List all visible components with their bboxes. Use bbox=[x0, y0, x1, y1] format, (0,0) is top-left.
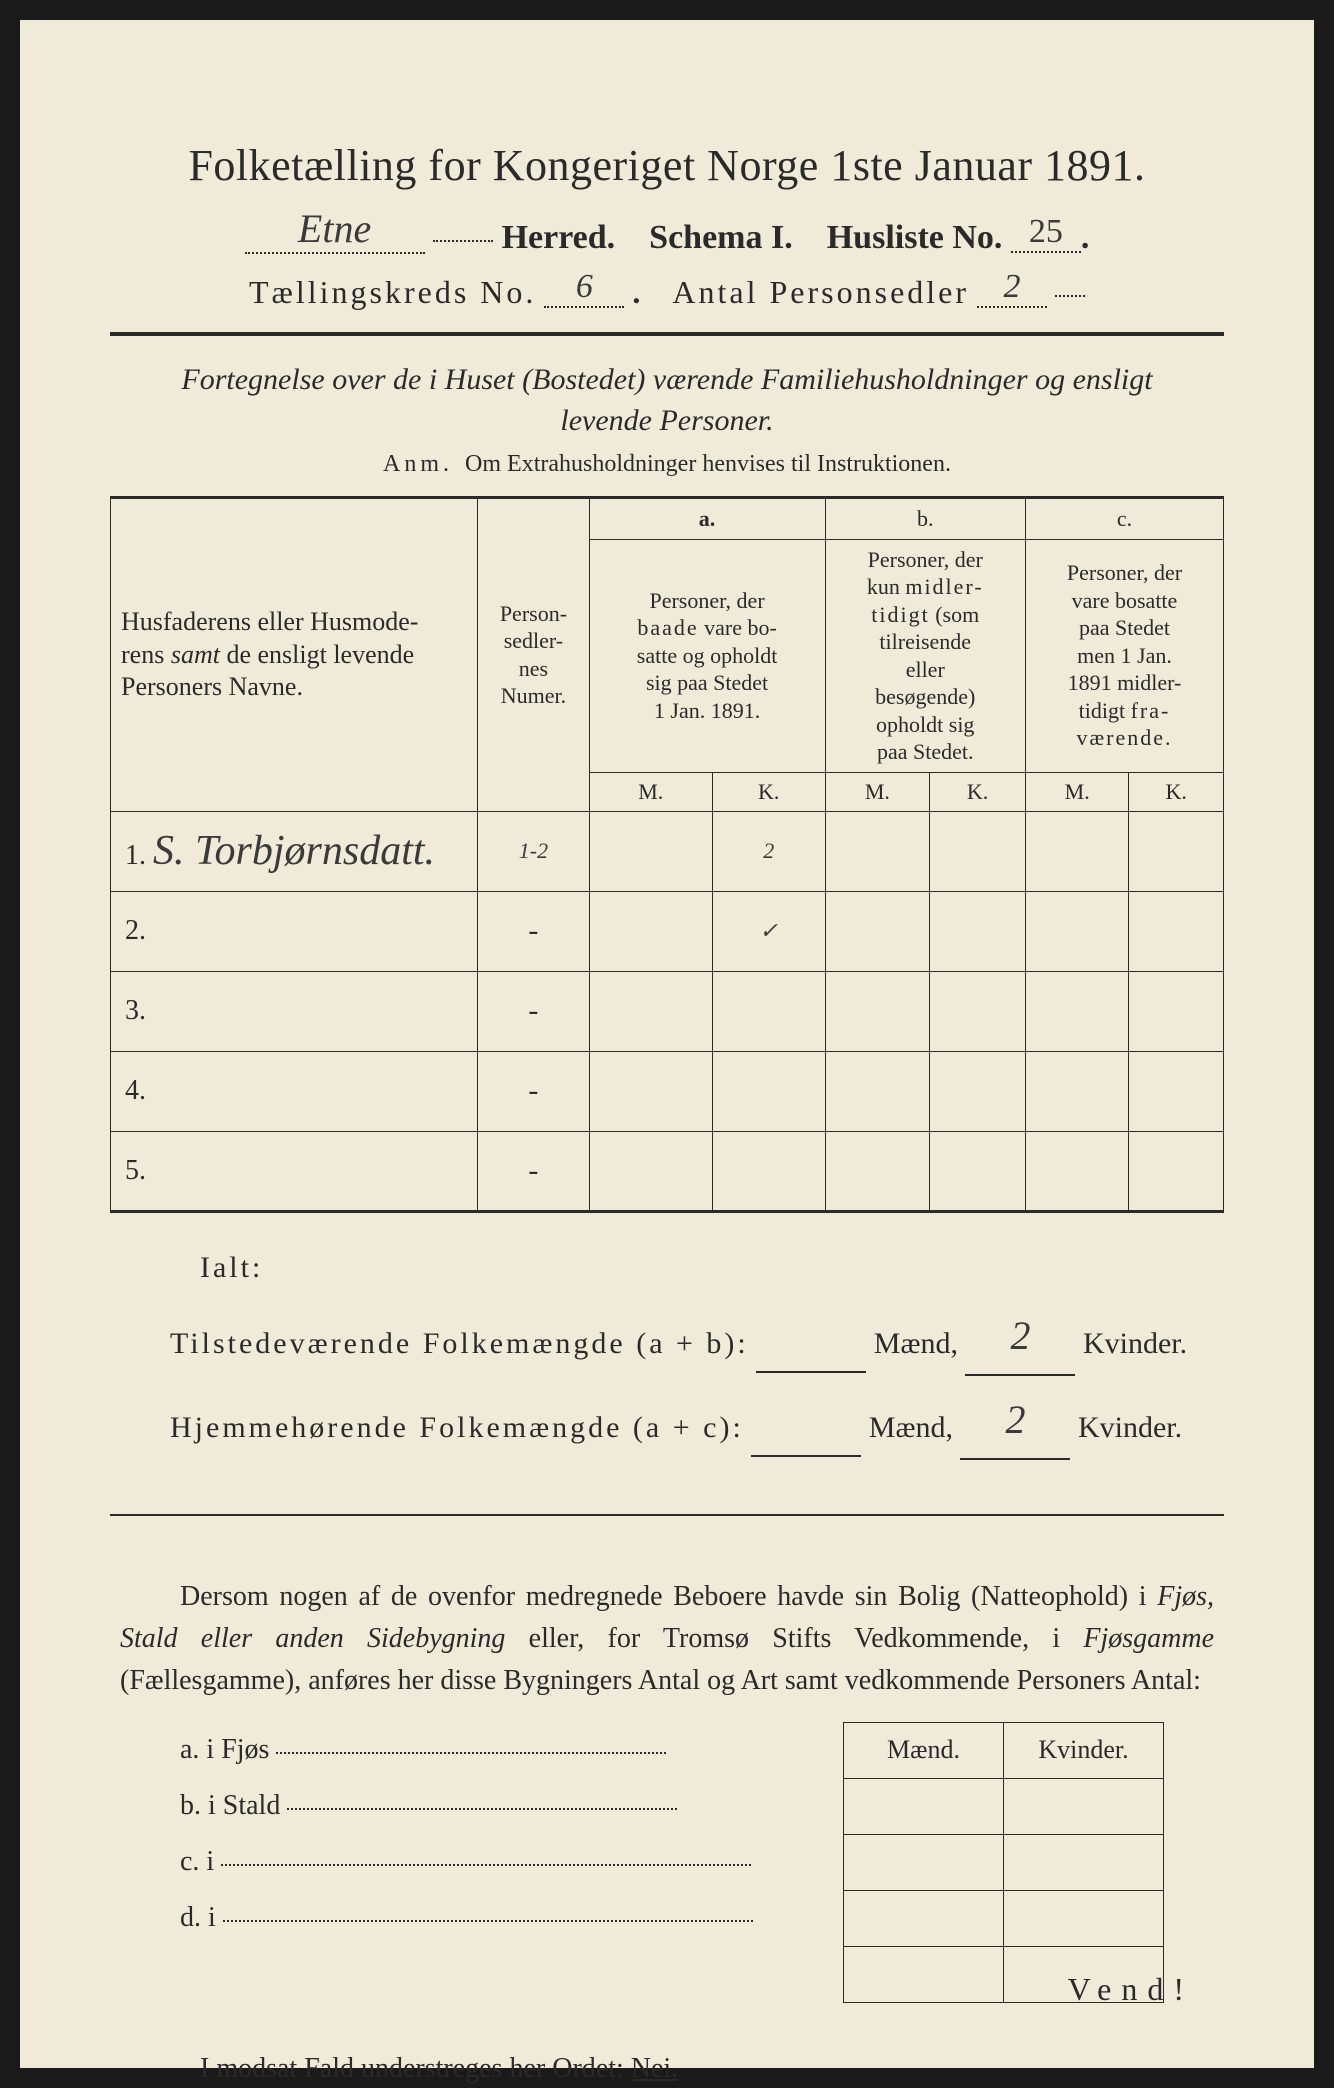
intro-description: Fortegnelse over de i Huset (Bostedet) v… bbox=[110, 360, 1224, 441]
table-row: 2. - ✓ bbox=[111, 891, 1224, 971]
th-b-text: Personer, derkun midler-tidigt (somtilre… bbox=[825, 539, 1025, 772]
mk-kvinder: Kvinder. bbox=[1004, 1722, 1164, 1778]
table-row: 4. - bbox=[111, 1051, 1224, 1131]
intro-note: Anm. Om Extrahusholdninger henvises til … bbox=[110, 451, 1224, 478]
totals-line-1: Tilstedeværende Folkemængde (a + b): Mæn… bbox=[170, 1302, 1224, 1380]
herred-value: Etne bbox=[292, 206, 377, 251]
subtitle-line: Etne Herred. Schema I. Husliste No. 25 . bbox=[110, 211, 1224, 260]
personsedler-label: Antal Personsedler bbox=[672, 274, 969, 310]
mk-table: Mænd. Kvinder. bbox=[843, 1722, 1164, 2003]
kreds-no: 6 bbox=[570, 268, 599, 305]
th-personsedler: Person-sedler-nesNumer. bbox=[478, 498, 589, 812]
th-names: Husfaderens eller Husmode-rens samt de e… bbox=[111, 498, 478, 812]
third-line: Tællingskreds No. 6 . Antal Personsedler… bbox=[110, 274, 1224, 314]
th-c-text: Personer, dervare bosattepaa Stedetmen 1… bbox=[1025, 539, 1223, 772]
th-a-text: Personer, derbaade vare bo-satte og opho… bbox=[589, 539, 825, 772]
herred-label: Herred. bbox=[502, 219, 616, 256]
census-form-page: Folketælling for Kongeriget Norge 1ste J… bbox=[20, 20, 1314, 2068]
husliste-label: Husliste No. bbox=[827, 219, 1003, 256]
table-row: 5. - bbox=[111, 1131, 1224, 1211]
totals-block: Ialt: Tilstedeværende Folkemængde (a + b… bbox=[110, 1239, 1224, 1464]
page-title: Folketælling for Kongeriget Norge 1ste J… bbox=[110, 140, 1224, 191]
schema-label: Schema I. bbox=[649, 219, 793, 256]
husliste-no: 25 bbox=[1023, 213, 1069, 250]
main-table: Husfaderens eller Husmode-rens samt de e… bbox=[110, 496, 1224, 1213]
totals-line-2: Hjemmehørende Folkemængde (a + c): Mænd,… bbox=[170, 1386, 1224, 1464]
nei-line: I modsat Fald understreges her Ordet: Ne… bbox=[110, 2053, 1224, 2085]
table-row: 3. - bbox=[111, 971, 1224, 1051]
mk-maend: Mænd. bbox=[844, 1722, 1004, 1778]
personsedler-no: 2 bbox=[998, 268, 1027, 305]
table-row: 1. S. Torbjørnsdatt. 1-2 2 bbox=[111, 811, 1224, 891]
kreds-label: Tællingskreds No. bbox=[249, 274, 536, 310]
secondary-block: a. i Fjøs b. i Stald c. i d. i Mænd. Kvi… bbox=[110, 1722, 1224, 2003]
divider bbox=[110, 332, 1224, 336]
ialt-label: Ialt: bbox=[170, 1239, 1224, 1296]
vend-label: Vend! bbox=[1068, 1971, 1194, 2008]
bottom-paragraph: Dersom nogen af de ovenfor medregnede Be… bbox=[110, 1576, 1224, 1702]
divider bbox=[110, 1514, 1224, 1516]
abcd-list: a. i Fjøs b. i Stald c. i d. i bbox=[110, 1722, 843, 2003]
